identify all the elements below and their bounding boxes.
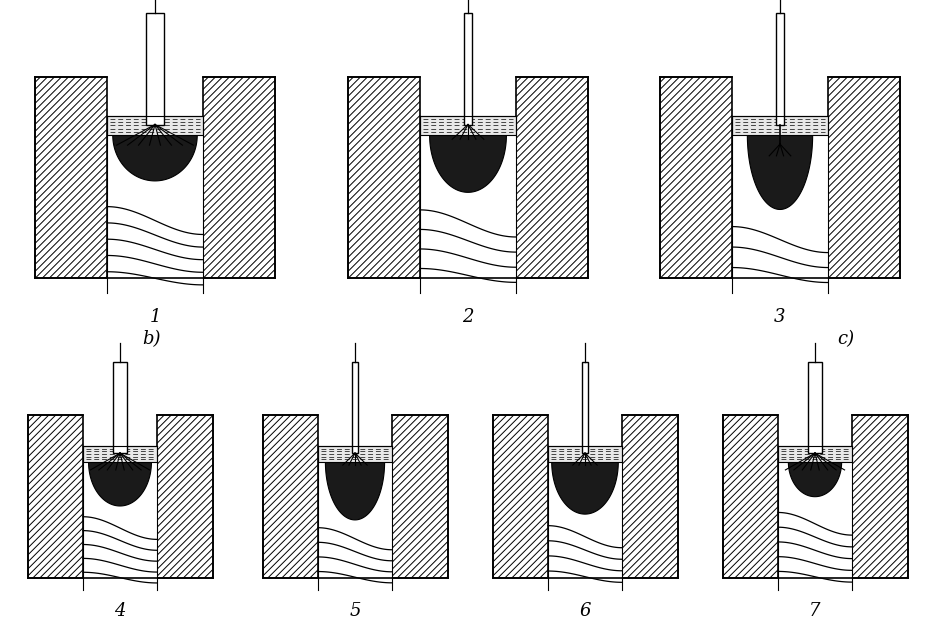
Polygon shape [325, 462, 384, 520]
Bar [35, 77, 107, 278]
Bar [203, 77, 275, 278]
Bar [27, 415, 83, 578]
Text: 1: 1 [150, 308, 161, 325]
Text: c): c) [837, 330, 855, 348]
Bar [548, 462, 622, 590]
Bar [778, 462, 852, 590]
Text: 3: 3 [774, 308, 785, 325]
Bar [464, 13, 472, 124]
Bar [582, 362, 588, 453]
Bar [107, 135, 203, 293]
Bar [83, 446, 157, 462]
Text: b): b) [142, 330, 161, 348]
Bar [352, 362, 358, 453]
Bar [622, 415, 678, 578]
Polygon shape [89, 462, 151, 506]
Bar [203, 77, 275, 278]
Text: 2: 2 [462, 308, 474, 325]
Bar [828, 77, 900, 278]
Bar [263, 415, 318, 578]
Bar [852, 415, 908, 578]
Bar [83, 462, 157, 590]
Bar [660, 77, 732, 278]
Bar [723, 415, 778, 578]
Bar [263, 415, 318, 578]
Polygon shape [113, 135, 197, 181]
Bar [622, 415, 678, 578]
Bar [723, 415, 778, 578]
Bar [828, 77, 900, 278]
Bar [318, 446, 392, 462]
Bar [516, 77, 588, 278]
Bar [157, 415, 212, 578]
Bar [808, 362, 822, 453]
Polygon shape [747, 135, 813, 209]
Text: 6: 6 [580, 602, 591, 620]
Bar [27, 415, 83, 578]
Bar [778, 446, 852, 462]
Bar [107, 115, 203, 135]
Bar [852, 415, 908, 578]
Bar [420, 115, 516, 135]
Bar [35, 77, 107, 278]
Polygon shape [552, 462, 618, 514]
Bar [493, 415, 548, 578]
Text: 5: 5 [350, 602, 361, 620]
Bar [732, 135, 828, 293]
Bar [660, 77, 732, 278]
Bar [732, 115, 828, 135]
Bar [113, 362, 127, 453]
Bar [146, 13, 165, 124]
Bar [392, 415, 448, 578]
Bar [420, 135, 516, 293]
Bar [157, 415, 212, 578]
Text: 4: 4 [114, 602, 125, 620]
Text: 7: 7 [810, 602, 821, 620]
Bar [516, 77, 588, 278]
Bar [348, 77, 420, 278]
Polygon shape [788, 462, 842, 497]
Polygon shape [429, 135, 507, 192]
Bar [348, 77, 420, 278]
Bar [776, 13, 784, 124]
Bar [392, 415, 448, 578]
Bar [318, 462, 392, 590]
Bar [548, 446, 622, 462]
Bar [493, 415, 548, 578]
